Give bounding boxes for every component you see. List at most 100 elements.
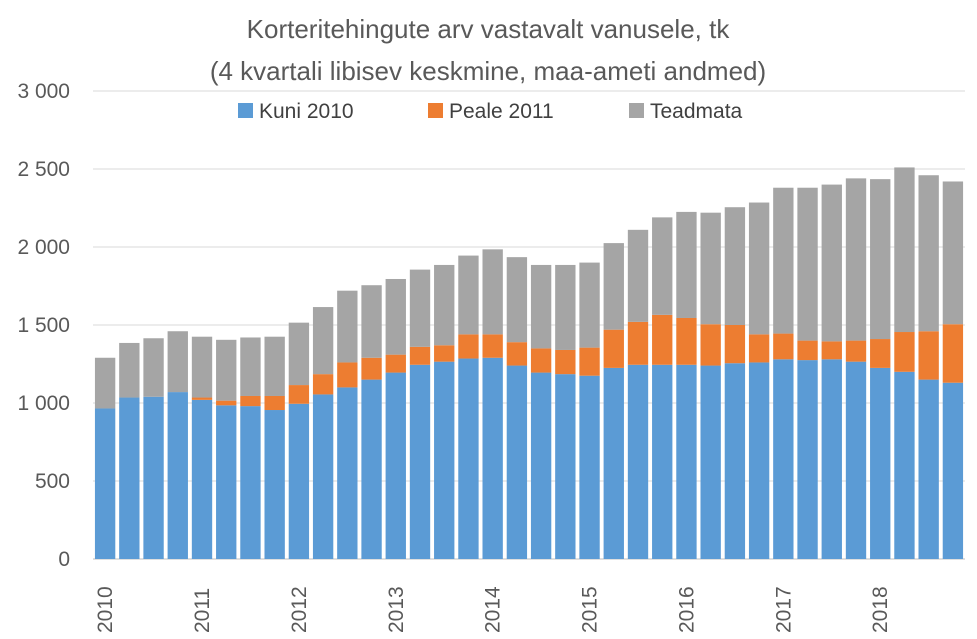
bar-segment	[579, 375, 600, 559]
bar-segment	[845, 340, 867, 362]
bar-segment	[409, 364, 431, 559]
bar-segment	[870, 339, 891, 368]
y-tick-label: 3 000	[17, 80, 70, 103]
bar-segment	[167, 331, 188, 393]
bar-segment	[797, 360, 818, 559]
bar-segment	[700, 212, 721, 325]
bar-segment	[143, 396, 164, 559]
bar-segment	[676, 211, 697, 318]
bar-segment	[482, 249, 503, 335]
bar-segment	[797, 340, 818, 361]
bar-segment	[773, 187, 794, 334]
bar-segment	[652, 314, 673, 365]
bar-segment	[821, 359, 842, 559]
x-tick-label: 2017	[772, 586, 795, 633]
bar-segment	[385, 372, 406, 559]
bar-segment	[240, 395, 261, 407]
bar-segment	[458, 334, 479, 359]
x-tick-label: 2013	[385, 586, 408, 633]
bar-segment	[821, 184, 842, 342]
x-tick-label: 2010	[94, 586, 117, 633]
bar-segment	[482, 334, 503, 358]
legend-label: Teadmata	[650, 100, 743, 123]
bar-segment	[918, 331, 939, 380]
bar-segment	[288, 403, 310, 559]
bar-segment	[652, 364, 673, 559]
bar-segment	[870, 179, 891, 340]
bar-segment	[385, 354, 406, 373]
bar-segment	[530, 372, 552, 559]
bar-segment	[506, 342, 528, 366]
bar-segment	[530, 264, 552, 349]
bar-segment	[167, 392, 188, 559]
bar-segment	[506, 365, 528, 559]
bar-segment	[409, 346, 431, 365]
bar-segment	[94, 408, 116, 559]
bar-segment	[264, 410, 285, 559]
bar-segment	[942, 181, 964, 325]
bar-segment	[482, 357, 503, 559]
bar-segment	[555, 374, 576, 559]
x-tick-label: 2018	[869, 586, 892, 633]
bar-segment	[240, 406, 261, 559]
bar-segment	[530, 348, 552, 373]
x-axis: 2010 2011 2012 2013 2014 2015 2016 2017 2018	[94, 586, 892, 633]
bar-segment	[191, 399, 213, 559]
bar-segment	[409, 269, 431, 347]
bar-segment	[337, 387, 358, 559]
bar-segment	[143, 338, 164, 397]
bar-segment	[894, 371, 915, 559]
x-tick-label: 2015	[579, 586, 602, 633]
bar-segment	[312, 307, 334, 375]
bar-segment	[603, 367, 624, 559]
bar-segment	[748, 362, 770, 559]
bar-segment	[724, 325, 746, 364]
bar-segment	[942, 382, 964, 559]
bar-segment	[870, 367, 891, 559]
bar-segment	[748, 202, 770, 335]
bar-segment	[191, 336, 213, 398]
bar-segment	[312, 374, 334, 395]
y-tick-label: 1 000	[17, 392, 70, 415]
bar-segment	[119, 397, 140, 559]
bar-segment	[264, 336, 285, 396]
bar-segment	[676, 364, 697, 559]
y-tick-label: 1 500	[17, 314, 70, 337]
bar-segment	[506, 257, 528, 343]
x-tick-label: 2011	[191, 588, 214, 633]
bar-segment	[337, 362, 358, 388]
bar-segment	[918, 175, 939, 332]
bar-segment	[652, 217, 673, 315]
bar-segment	[216, 400, 237, 406]
bar-segment	[773, 359, 794, 559]
y-tick-label: 0	[58, 548, 70, 571]
x-tick-label: 2012	[288, 586, 311, 633]
legend: Kuni 2010 Peale 2011 Teadmata	[238, 100, 743, 123]
gridlines	[93, 90, 965, 560]
bars	[94, 167, 964, 559]
bar-segment	[288, 385, 310, 404]
bar-segment	[845, 361, 867, 559]
bar-segment	[579, 347, 600, 376]
bar-segment	[627, 321, 649, 365]
bar-segment	[942, 324, 964, 383]
bar-segment	[845, 178, 867, 341]
bar-segment	[361, 379, 382, 559]
bar-segment	[627, 229, 649, 322]
bar-segment	[385, 278, 406, 355]
bar-segment	[555, 264, 576, 350]
bar-segment	[337, 290, 358, 363]
bar-segment	[748, 334, 770, 363]
bar-segment	[700, 365, 721, 559]
legend-swatch	[238, 103, 253, 118]
legend-swatch	[428, 103, 443, 118]
bar-segment	[918, 379, 939, 559]
bar-segment	[773, 333, 794, 360]
bar-segment	[700, 324, 721, 366]
chart-title: Korteritehingute arv vastavalt vanusele,…	[247, 14, 731, 44]
legend-label: Kuni 2010	[259, 100, 354, 123]
bar-segment	[894, 167, 915, 333]
chart-subtitle: (4 kvartali libisev keskmine, maa-ameti …	[210, 56, 766, 86]
bar-segment	[894, 332, 915, 372]
